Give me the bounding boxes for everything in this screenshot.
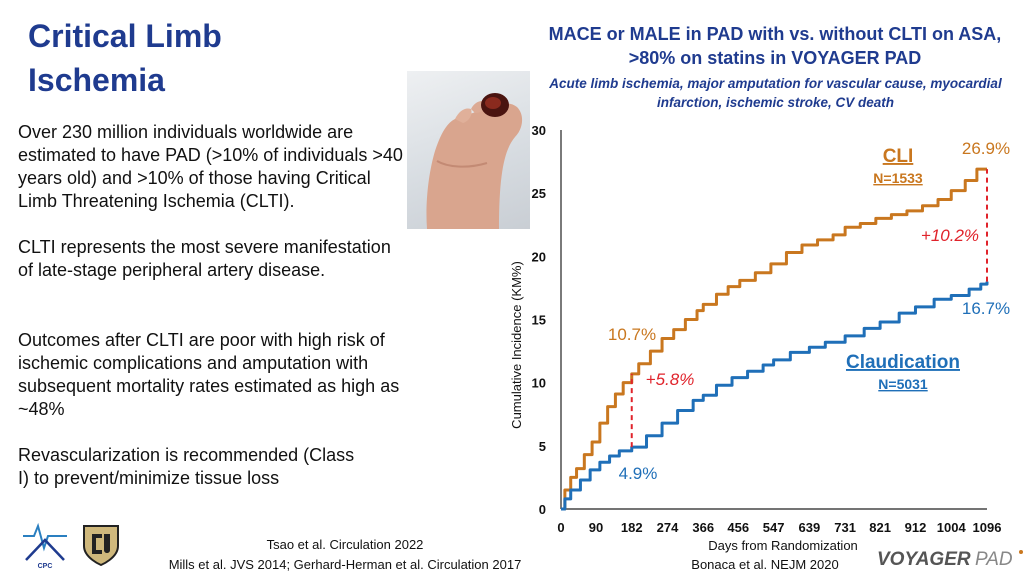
x-tick-label: 1096 (973, 520, 1002, 535)
clti-foot-photo (407, 71, 530, 229)
y-tick-label: 0 (539, 502, 546, 517)
bullet-revascularization: Revascularization is recommended (Class … (18, 445, 355, 488)
x-tick-label: 182 (621, 520, 643, 535)
svg-text:CPC: CPC (38, 563, 53, 570)
x-tick-label: 821 (869, 520, 891, 535)
voyager-pad-logo-icon: VOYAGER PAD (877, 549, 1023, 570)
svg-text:VOYAGER: VOYAGER (877, 549, 971, 570)
x-tick-label: 456 (727, 520, 749, 535)
claudication-series-line (561, 281, 989, 511)
cli-series-name: CLI (883, 146, 914, 167)
cli-value-182: 10.7% (608, 325, 656, 344)
claud-value-182: 4.9% (619, 464, 658, 483)
chart-axes (560, 130, 987, 510)
x-tick-label: 0 (557, 520, 564, 535)
voyager-pad-logo: VOYAGER PAD (875, 546, 1024, 570)
diff-label-182: +5.8% (646, 370, 695, 389)
y-axis-label: Cumulative Incidence (KM%) (509, 261, 524, 429)
reference-line: Mills et al. JVS 2014; Gerhard-Herman et… (168, 557, 522, 572)
claudication-n-label: N=5031 (878, 376, 928, 392)
claudication-series-name: Claudication (846, 352, 960, 373)
chart-subtitle: Acute limb ischemia, major amputation fo… (549, 76, 1002, 110)
diff-label-end: +10.2% (921, 226, 979, 245)
chart-title: MACE or MALE in PAD with vs. without CLT… (548, 24, 1002, 68)
y-tick-label: 5 (539, 439, 546, 454)
x-tick-label: 912 (905, 520, 927, 535)
slide-title: Critical Limb Ischemia (28, 18, 222, 98)
bullet-clti-outcomes: Outcomes after CLTI are poor with high r… (18, 330, 400, 419)
difference-markers (630, 169, 988, 448)
svg-text:PAD: PAD (975, 549, 1013, 570)
x-tick-label: 731 (834, 520, 856, 535)
y-tick-label: 30 (532, 123, 546, 138)
references-left: Tsao et al. Circulation 2022 Mills et al… (120, 535, 570, 575)
cpc-logo: CPC (20, 522, 70, 572)
claud-value-end: 16.7% (962, 299, 1010, 318)
x-tick-labels: 0 90 182 274 366 456 547 639 731 821 912 1004 1096 (557, 520, 1001, 535)
y-tick-label: 15 (532, 313, 546, 328)
y-tick-labels: 0 5 10 15 20 25 30 (532, 123, 546, 517)
reference-line: Bonaca et al. NEJM 2020 (691, 557, 839, 572)
x-tick-label: 547 (763, 520, 785, 535)
cu-logo-icon (83, 525, 119, 567)
x-tick-label: 274 (657, 520, 679, 535)
cpc-logo-icon: CPC (23, 522, 67, 570)
references-right: Bonaca et al. NEJM 2020 (660, 555, 870, 575)
reference-line: Tsao et al. Circulation 2022 (266, 537, 424, 552)
cli-series-line (561, 167, 987, 511)
cli-value-end: 26.9% (962, 139, 1010, 158)
cli-n-label: N=1533 (873, 170, 923, 186)
y-tick-label: 20 (532, 249, 546, 264)
x-tick-label: 90 (589, 520, 603, 535)
y-tick-label: 25 (532, 186, 546, 201)
foot-illustration (426, 93, 523, 229)
cu-logo (82, 524, 120, 567)
series-lines (561, 167, 989, 511)
x-tick-label: 366 (692, 520, 714, 535)
bullet-clti-severity: CLTI represents the most severe manifest… (18, 237, 391, 280)
x-tick-label: 639 (799, 520, 821, 535)
y-tick-label: 10 (532, 376, 546, 391)
x-tick-label: 1004 (937, 520, 967, 535)
bullet-pad-prevalence: Over 230 million individuals worldwide a… (18, 122, 403, 211)
x-axis-label: Days from Randomization (708, 538, 858, 553)
